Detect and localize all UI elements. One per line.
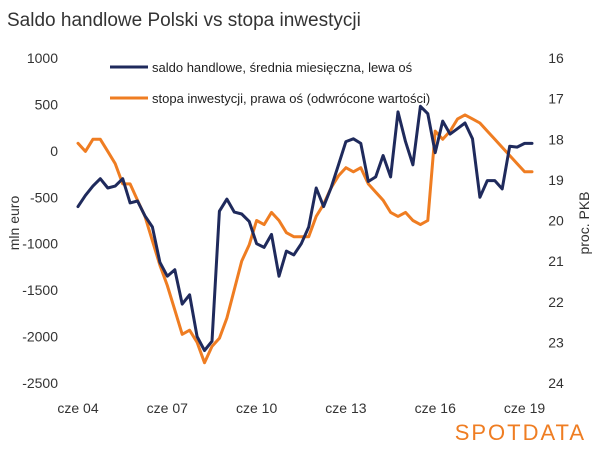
right-tick-label: 17 [548, 91, 564, 107]
series-line-saldo [76, 104, 534, 352]
right-tick-label: 24 [548, 375, 564, 391]
left-tick-label: -2000 [22, 329, 58, 345]
right-tick-label: 19 [548, 172, 564, 188]
right-tick-label: 23 [548, 334, 564, 350]
left-tick-label: 500 [35, 96, 59, 112]
x-tick-label: cze 13 [325, 400, 366, 416]
right-axis-label: proc. PKB [576, 191, 592, 254]
right-tick-label: 22 [548, 294, 564, 310]
chart-title: Saldo handlowe Polski vs stopa inwestycj… [7, 10, 361, 31]
left-tick-label: -2500 [22, 375, 58, 391]
right-tick-label: 18 [548, 131, 564, 147]
left-tick-label: -500 [30, 189, 58, 205]
left-axis-ticks: 1000 500 0 -500 -1000 -1500 -2000 -2500 [22, 50, 58, 391]
x-tick-label: cze 04 [57, 400, 98, 416]
spotdata-logo: SPOTDATA [454, 420, 586, 445]
left-tick-label: -1000 [22, 236, 58, 252]
legend-label-saldo: saldo handlowe, średnia miesięczna, lewa… [152, 60, 413, 75]
left-axis-label: mln euro [6, 196, 22, 251]
x-tick-label: cze 19 [504, 400, 545, 416]
right-tick-label: 16 [548, 50, 564, 66]
left-tick-label: 1000 [27, 50, 58, 66]
left-tick-label: 0 [50, 143, 58, 159]
right-tick-label: 21 [548, 253, 564, 269]
legend-label-stopa: stopa inwestycji, prawa oś (odwrócone wa… [152, 91, 430, 106]
x-axis-ticks: cze 04 cze 07 cze 10 cze 13 cze 16 cze 19 [57, 400, 545, 416]
left-tick-label: -1500 [22, 282, 58, 298]
legend: saldo handlowe, średnia miesięczna, lewa… [110, 60, 430, 106]
x-tick-label: cze 10 [236, 400, 277, 416]
series-lines [76, 104, 534, 365]
right-axis-ticks: 16 17 18 19 20 21 22 23 24 [548, 50, 564, 391]
x-tick-label: cze 07 [147, 400, 188, 416]
right-tick-label: 20 [548, 213, 564, 229]
x-tick-label: cze 16 [415, 400, 456, 416]
